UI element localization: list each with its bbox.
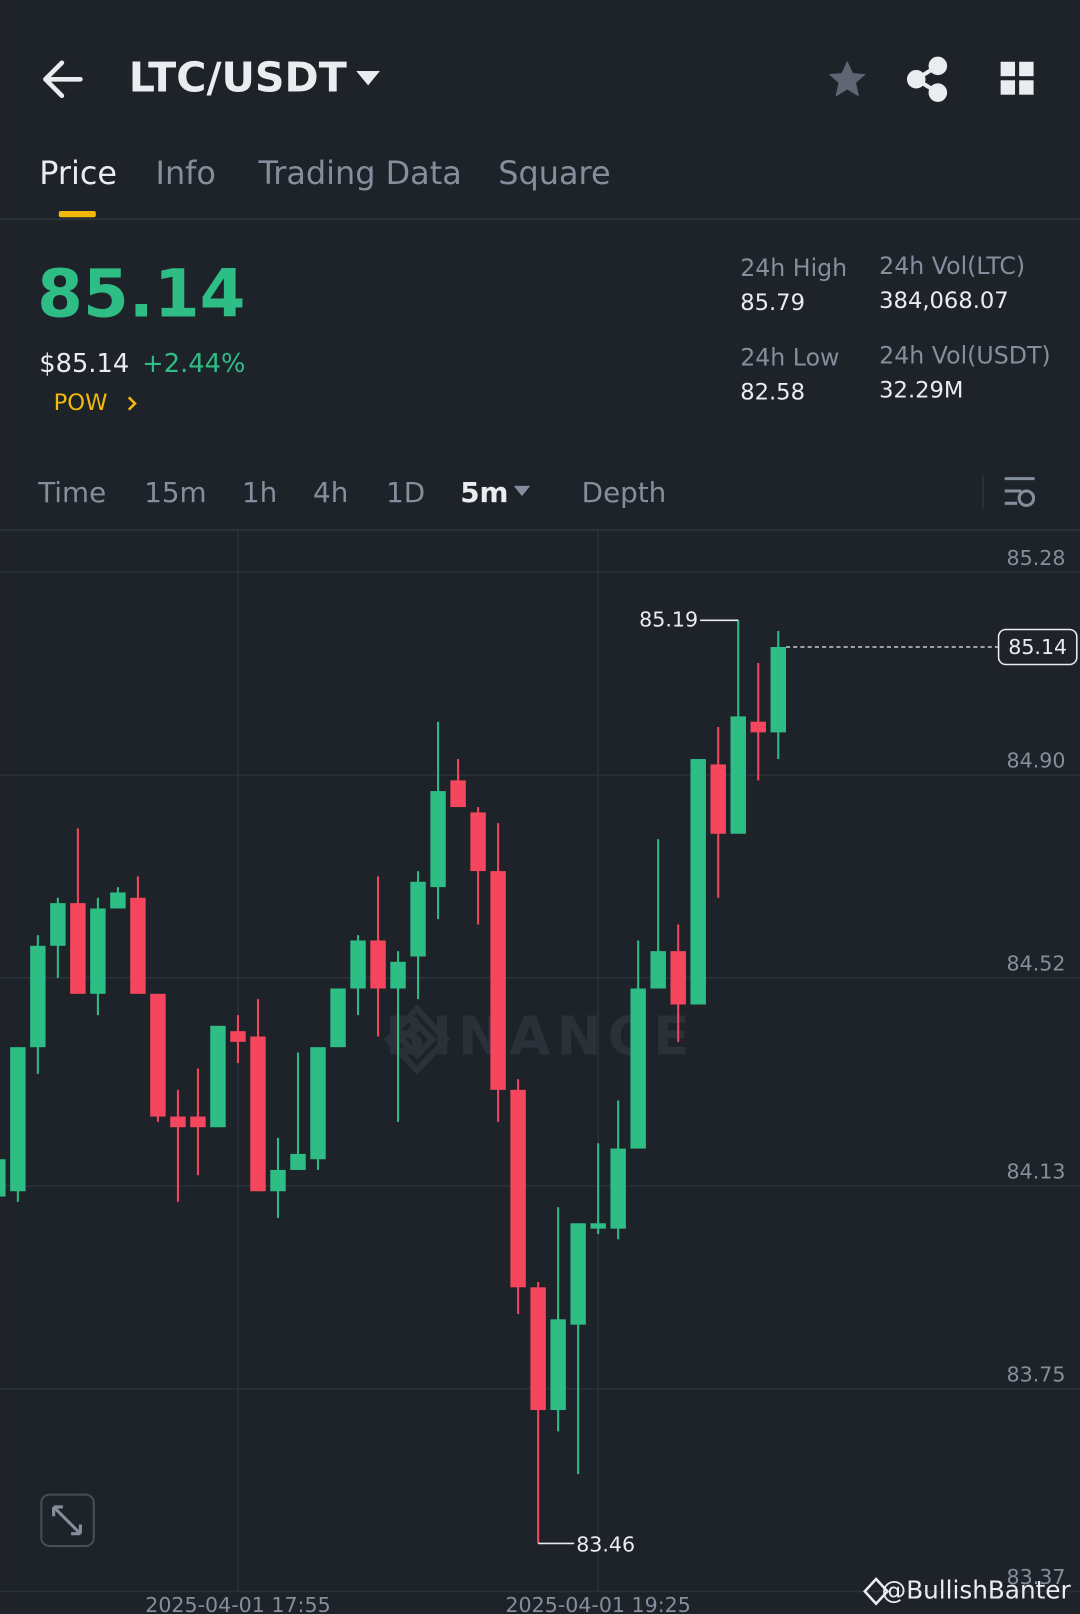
interval[interactable]: 5m [460, 476, 508, 509]
candle-body [350, 940, 366, 989]
tag[interactable]: POW [54, 390, 108, 416]
candle-body [690, 759, 706, 1005]
interval[interactable]: 15m [144, 476, 206, 509]
candle-body [470, 812, 486, 872]
candle-body [190, 1116, 206, 1128]
candle-body [50, 903, 66, 946]
candle-body [630, 988, 646, 1149]
stat-value: 384,068.07 [879, 288, 1009, 314]
y-tick-label: 83.37 [1007, 1565, 1066, 1589]
grid-icon[interactable] [1000, 61, 1034, 95]
candle-body [530, 1287, 546, 1411]
share-icon[interactable] [906, 56, 948, 102]
tab-indicator [58, 211, 96, 218]
candle-body [70, 903, 86, 994]
interval-dropdown[interactable] [513, 485, 531, 497]
low-label: 83.46 [576, 1532, 635, 1556]
stat-label: 24h Vol(LTC) [879, 252, 1025, 280]
candle-body [550, 1319, 566, 1411]
y-tick-label: 83.75 [1007, 1362, 1066, 1386]
divider [0, 529, 1080, 532]
stat-value: 32.29M [879, 378, 963, 404]
candle-body [130, 897, 146, 994]
tag-chevron[interactable] [127, 396, 137, 411]
y-tick-label: 84.52 [1007, 951, 1066, 975]
last-price: 85.14 [37, 256, 245, 333]
y-tick-label: 85.28 [1007, 546, 1066, 570]
candle-body [490, 871, 506, 1090]
candle-body [30, 945, 46, 1048]
candle-body [270, 1169, 286, 1192]
candle-body [570, 1223, 586, 1325]
interval[interactable]: Depth [582, 476, 667, 509]
candle-body [390, 961, 406, 989]
watermark-icon [863, 1577, 890, 1606]
candle-body [90, 908, 106, 994]
x-tick-label: 2025-04-01 17:55 [145, 1593, 330, 1614]
candle-body [710, 764, 726, 834]
tab[interactable]: Price [39, 154, 117, 192]
tab[interactable]: Info [156, 154, 216, 192]
candle-body [330, 988, 346, 1048]
candle-body [290, 1153, 306, 1170]
divider [0, 218, 1080, 221]
stat-value: 82.58 [740, 380, 805, 406]
candle-body [230, 1031, 246, 1042]
tab[interactable]: Trading Data [257, 154, 461, 192]
interval[interactable]: 4h [313, 476, 348, 509]
candle-body [370, 940, 386, 989]
candle-body [670, 951, 686, 1005]
tab[interactable]: Square [498, 154, 610, 192]
y-tick-label: 84.90 [1007, 749, 1066, 773]
stat-label: 24h Vol(USDT) [879, 342, 1050, 370]
pair-title[interactable]: LTC/USDT [129, 53, 347, 101]
fullscreen-button[interactable] [40, 1493, 95, 1548]
candle-body [170, 1116, 186, 1128]
candle-body [730, 716, 746, 834]
stat-value: 85.79 [740, 290, 805, 316]
back-button[interactable] [43, 60, 83, 99]
candle-body [110, 892, 126, 909]
price-change: +2.44% [142, 349, 245, 379]
x-tick-label: 2025-04-01 19:25 [505, 1593, 690, 1614]
candle-body [210, 1025, 226, 1128]
fiat-price: $85.14 [39, 349, 129, 379]
chart-settings-icon[interactable] [1004, 477, 1036, 507]
interval[interactable]: Time [37, 476, 106, 509]
candle-body [10, 1047, 26, 1192]
high-label: 85.19 [639, 607, 698, 631]
candle-body [150, 993, 166, 1117]
candlestick-chart: BINANCE85.2884.9084.5284.1383.7583.37202… [0, 531, 1080, 1614]
watermark: @BullishBanter [882, 1575, 1072, 1604]
pair-dropdown[interactable] [356, 71, 380, 86]
interval[interactable]: 1h [242, 476, 277, 509]
candle-body [750, 721, 766, 733]
candle-body [650, 951, 666, 989]
divider [982, 475, 985, 509]
favorite-icon[interactable] [828, 60, 866, 97]
candle-body [770, 646, 786, 733]
candle-body [450, 780, 466, 808]
candle-body [430, 791, 446, 888]
candle-body [250, 1036, 266, 1192]
last-price-label: 85.14 [1008, 635, 1067, 659]
candle-body [510, 1089, 526, 1288]
last-price-box [997, 628, 1078, 666]
candle-body [610, 1148, 626, 1229]
candle-body [310, 1047, 326, 1160]
stat-label: 24h Low [740, 344, 839, 372]
stat-label: 24h High [740, 254, 847, 282]
candle-body [410, 881, 426, 957]
candle-body [0, 1159, 6, 1197]
y-tick-label: 84.13 [1007, 1160, 1066, 1184]
candle-body [590, 1223, 606, 1229]
interval[interactable]: 1D [386, 476, 425, 509]
